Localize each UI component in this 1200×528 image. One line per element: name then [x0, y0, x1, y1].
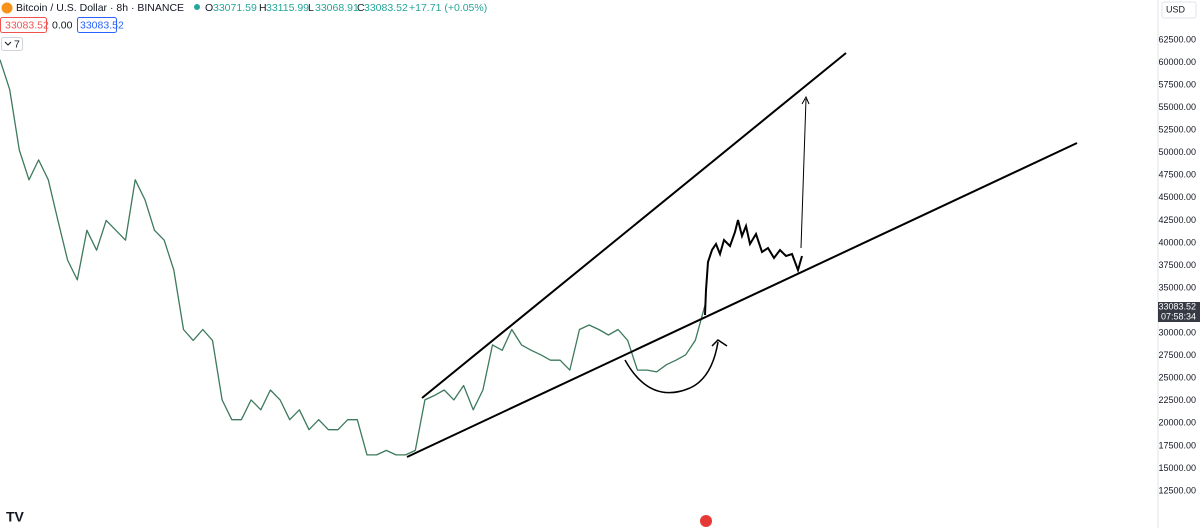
symbol: Bitcoin / U.S. Dollar · 8h · BINANCE	[16, 2, 184, 14]
high: 33115.99	[266, 2, 309, 14]
btc-icon	[1, 2, 13, 14]
open-label: O	[205, 2, 213, 14]
price-tag-countdown: 07:58:34	[1161, 311, 1196, 321]
y-tick-label: 40000.00	[1158, 237, 1196, 247]
low-label: L	[308, 2, 314, 14]
target-arrow	[800, 98, 807, 249]
y-tick-label: 57500.00	[1158, 79, 1196, 89]
event-icon[interactable]	[700, 515, 712, 527]
upper-trendline	[421, 52, 847, 399]
y-tick-label: 22500.00	[1158, 395, 1196, 405]
y-tick-label: 55000.00	[1158, 102, 1196, 112]
cup-arc	[624, 341, 719, 394]
y-tick-label: 62500.00	[1158, 34, 1196, 44]
price-axis	[1158, 0, 1200, 528]
y-tick-label: 15000.00	[1158, 463, 1196, 473]
projection-path	[704, 219, 803, 316]
y-tick-label: 17500.00	[1158, 440, 1196, 450]
tv-logo: TV	[6, 509, 25, 525]
y-tick-label: 42500.00	[1158, 215, 1196, 225]
currency-box[interactable]	[1161, 1, 1197, 19]
sell-box[interactable]	[0, 17, 47, 33]
buy-box[interactable]	[77, 17, 117, 33]
high-label: H	[259, 2, 267, 14]
lower-trendline	[406, 142, 1078, 458]
y-tick-label: 45000.00	[1158, 192, 1196, 202]
indicators-toggle[interactable]	[1, 37, 23, 51]
y-tick-label: 12500.00	[1158, 485, 1196, 495]
y-tick-label: 52500.00	[1158, 125, 1196, 135]
arrow-head	[801, 95, 810, 105]
price-tag	[1158, 302, 1200, 322]
y-tick-label: 35000.00	[1158, 282, 1196, 292]
close-label: C	[357, 2, 365, 14]
open: 33071.59	[213, 2, 257, 14]
y-tick-label: 25000.00	[1158, 373, 1196, 383]
y-tick-label: 27500.00	[1158, 350, 1196, 360]
price-tag-price: 33083.52	[1158, 301, 1196, 311]
y-tick-label: 20000.00	[1158, 418, 1196, 428]
bid[interactable]: 33083.52	[5, 19, 49, 31]
drawings	[406, 52, 1078, 458]
change: +17.71 (+0.05%)	[409, 2, 487, 14]
y-tick-label: 30000.00	[1158, 328, 1196, 338]
price-line	[0, 59, 706, 456]
low: 33068.91	[315, 2, 359, 14]
chevron	[4, 41, 12, 46]
y-tick-label: 60000.00	[1158, 57, 1196, 67]
arc-head	[711, 339, 728, 347]
y-tick-label: 47500.00	[1158, 170, 1196, 180]
y-tick-label: 37500.00	[1158, 260, 1196, 270]
status-dot	[194, 4, 200, 10]
y-tick-label: 50000.00	[1158, 147, 1196, 157]
currency[interactable]: USD	[1166, 4, 1186, 14]
ask[interactable]: 33083.52	[80, 19, 124, 31]
indicators-count: 7	[14, 38, 20, 50]
close: 33083.52	[364, 2, 408, 14]
spread: 0.00	[52, 19, 73, 31]
